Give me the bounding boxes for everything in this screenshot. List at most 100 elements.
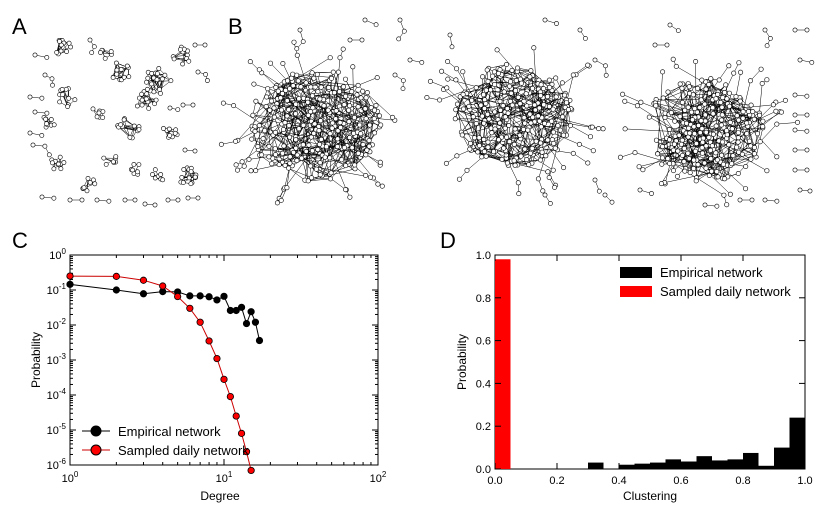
network-node [316, 128, 322, 134]
chart-d-bars [495, 259, 805, 469]
network-edge [555, 74, 574, 149]
network-node [333, 116, 339, 122]
network-edge [710, 137, 732, 166]
network-nodes [30, 142, 52, 158]
network-node [697, 130, 703, 136]
network-node [294, 152, 300, 158]
network-edge [339, 91, 350, 106]
network-node [719, 152, 725, 158]
network-node [525, 127, 531, 133]
network-node [343, 163, 349, 169]
network-node [374, 75, 380, 81]
network-node [506, 83, 512, 89]
network-node [726, 63, 732, 69]
network-node [447, 32, 453, 38]
network-node [503, 61, 509, 67]
network-node [390, 114, 396, 120]
network-node [66, 40, 72, 46]
network-node [691, 131, 697, 137]
network-node [759, 81, 765, 87]
network-node [39, 95, 45, 101]
network-node [379, 183, 385, 189]
chart-d-empirical-bar [619, 464, 635, 469]
network-node [114, 71, 120, 77]
network-nodes [80, 175, 98, 194]
network-node [146, 106, 152, 111]
network-edge [494, 128, 515, 161]
network-nodes [182, 147, 198, 154]
chart-c-ytick-label: 100 [49, 247, 66, 262]
network-edge [693, 94, 724, 116]
network-nodes [90, 106, 106, 120]
network-node [131, 161, 137, 167]
network-node [182, 147, 188, 153]
network-node [300, 122, 306, 128]
network-node [396, 36, 402, 42]
network-edge [472, 82, 492, 103]
network-node [565, 107, 571, 113]
network-edge [507, 108, 539, 117]
network-node [649, 191, 654, 196]
network-node [535, 113, 541, 119]
network-node [528, 68, 534, 74]
network-node [343, 187, 349, 193]
network-node [640, 167, 646, 173]
network-node [290, 83, 296, 89]
network-node [485, 139, 491, 145]
network-node [497, 98, 503, 104]
network-node [60, 92, 65, 97]
network-node [748, 102, 754, 108]
network-edge [308, 178, 331, 182]
network-node [64, 49, 69, 54]
network-node [489, 130, 495, 136]
network-node [522, 146, 528, 152]
network-edges [296, 29, 304, 49]
network-node [341, 145, 347, 151]
network-edge [455, 118, 477, 124]
network-node [652, 42, 658, 48]
network-edge [705, 98, 741, 122]
network-edge [541, 121, 552, 150]
network-node [48, 117, 54, 122]
network-edge [339, 91, 345, 124]
network-edge [750, 69, 762, 81]
network-edge [255, 101, 275, 118]
chart-c-empirical-point [255, 336, 264, 345]
network-edge [268, 129, 284, 147]
network-node [679, 137, 685, 143]
network-node [524, 103, 530, 109]
chart-d-x-axis-label: Clustering [623, 489, 677, 503]
network-node [424, 95, 430, 101]
chart-d-empirical-bar [758, 465, 774, 469]
chart-c-sampled-point [213, 354, 221, 363]
network-node [278, 197, 284, 203]
network-node [746, 109, 752, 115]
network-node [100, 115, 106, 120]
panel-label-b: B [228, 14, 243, 39]
network-node [30, 142, 36, 148]
network-node [479, 154, 485, 160]
network-node [677, 81, 683, 87]
network-node [286, 123, 292, 129]
network-node [500, 103, 506, 109]
network-node [180, 61, 185, 67]
network-node [358, 131, 364, 137]
network-node [646, 114, 652, 120]
network-node [407, 57, 413, 63]
chart-d-empirical-bar [743, 452, 759, 469]
network-node [132, 197, 138, 203]
network-node [596, 188, 602, 194]
network-node [602, 192, 608, 198]
network-node [720, 161, 726, 167]
network-node [538, 93, 544, 99]
network-node [492, 109, 498, 115]
network-node [735, 139, 741, 145]
network-edge [487, 89, 491, 106]
chart-c-empirical-point [112, 286, 120, 294]
network-node [512, 162, 518, 168]
network-node [372, 130, 378, 136]
network-nodes [447, 32, 455, 50]
network-node [713, 123, 719, 129]
network-node [54, 50, 60, 55]
network-edge [447, 78, 539, 104]
